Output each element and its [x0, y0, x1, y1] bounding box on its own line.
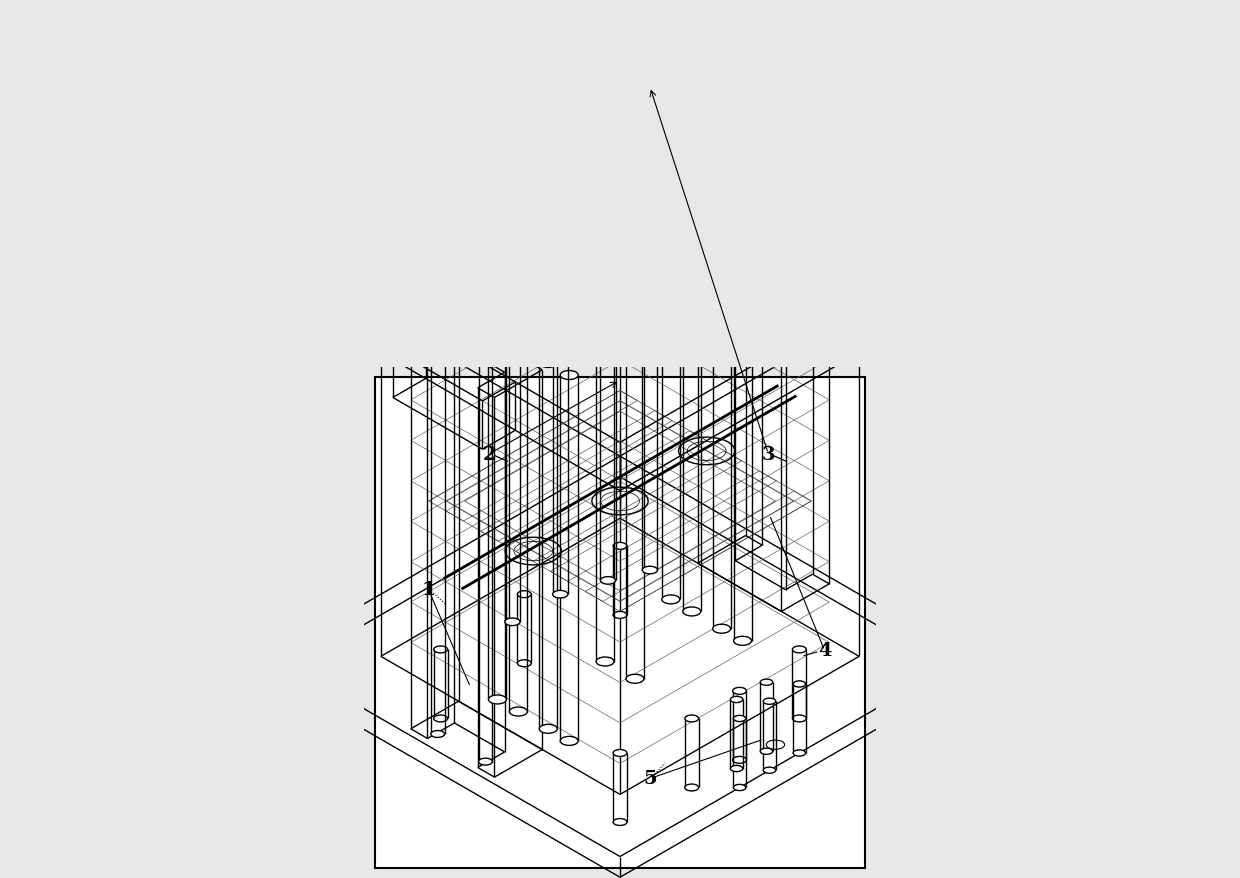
- Text: 1: 1: [422, 580, 435, 599]
- Ellipse shape: [662, 230, 680, 239]
- Ellipse shape: [539, 359, 557, 368]
- Ellipse shape: [792, 646, 806, 653]
- Ellipse shape: [730, 766, 743, 772]
- Ellipse shape: [430, 324, 445, 331]
- Ellipse shape: [730, 696, 743, 702]
- Ellipse shape: [553, 591, 568, 598]
- Ellipse shape: [684, 784, 698, 791]
- Ellipse shape: [713, 259, 730, 268]
- Text: 2: 2: [482, 445, 496, 463]
- Ellipse shape: [613, 543, 627, 550]
- Ellipse shape: [613, 818, 627, 825]
- Ellipse shape: [921, 651, 940, 659]
- Ellipse shape: [539, 724, 557, 733]
- Ellipse shape: [766, 740, 785, 750]
- Ellipse shape: [600, 577, 615, 585]
- Ellipse shape: [683, 241, 701, 251]
- Ellipse shape: [683, 608, 701, 616]
- Ellipse shape: [733, 757, 746, 764]
- Text: 5: 5: [644, 769, 657, 788]
- Ellipse shape: [662, 595, 680, 604]
- Ellipse shape: [734, 271, 751, 280]
- Ellipse shape: [596, 658, 614, 666]
- Ellipse shape: [479, 351, 492, 358]
- Ellipse shape: [505, 618, 520, 626]
- Ellipse shape: [626, 674, 644, 683]
- Ellipse shape: [553, 94, 568, 102]
- Ellipse shape: [505, 122, 520, 129]
- Ellipse shape: [733, 687, 746, 694]
- Text: 4: 4: [818, 642, 831, 659]
- Ellipse shape: [684, 716, 698, 722]
- FancyBboxPatch shape: [374, 378, 866, 867]
- Ellipse shape: [760, 680, 773, 686]
- Ellipse shape: [792, 716, 806, 722]
- Ellipse shape: [794, 681, 806, 687]
- Ellipse shape: [794, 750, 806, 756]
- Ellipse shape: [479, 759, 492, 766]
- Ellipse shape: [510, 342, 527, 351]
- Ellipse shape: [300, 651, 319, 659]
- Ellipse shape: [764, 698, 776, 704]
- Ellipse shape: [489, 695, 506, 704]
- Text: 3: 3: [761, 445, 775, 463]
- Ellipse shape: [626, 309, 644, 318]
- Ellipse shape: [510, 708, 527, 716]
- Ellipse shape: [600, 81, 615, 88]
- Ellipse shape: [613, 612, 627, 619]
- Ellipse shape: [434, 716, 448, 722]
- Ellipse shape: [713, 624, 730, 634]
- Ellipse shape: [596, 291, 614, 301]
- Ellipse shape: [517, 591, 531, 598]
- Ellipse shape: [760, 748, 773, 754]
- Ellipse shape: [560, 371, 578, 380]
- Ellipse shape: [734, 637, 751, 645]
- Ellipse shape: [642, 566, 657, 574]
- Ellipse shape: [517, 660, 531, 667]
- Ellipse shape: [613, 750, 627, 757]
- Ellipse shape: [430, 730, 445, 738]
- Ellipse shape: [489, 330, 506, 339]
- Ellipse shape: [764, 767, 776, 774]
- Ellipse shape: [434, 646, 448, 653]
- Ellipse shape: [733, 716, 745, 722]
- Ellipse shape: [642, 70, 657, 78]
- Ellipse shape: [560, 737, 578, 745]
- Ellipse shape: [733, 784, 745, 791]
